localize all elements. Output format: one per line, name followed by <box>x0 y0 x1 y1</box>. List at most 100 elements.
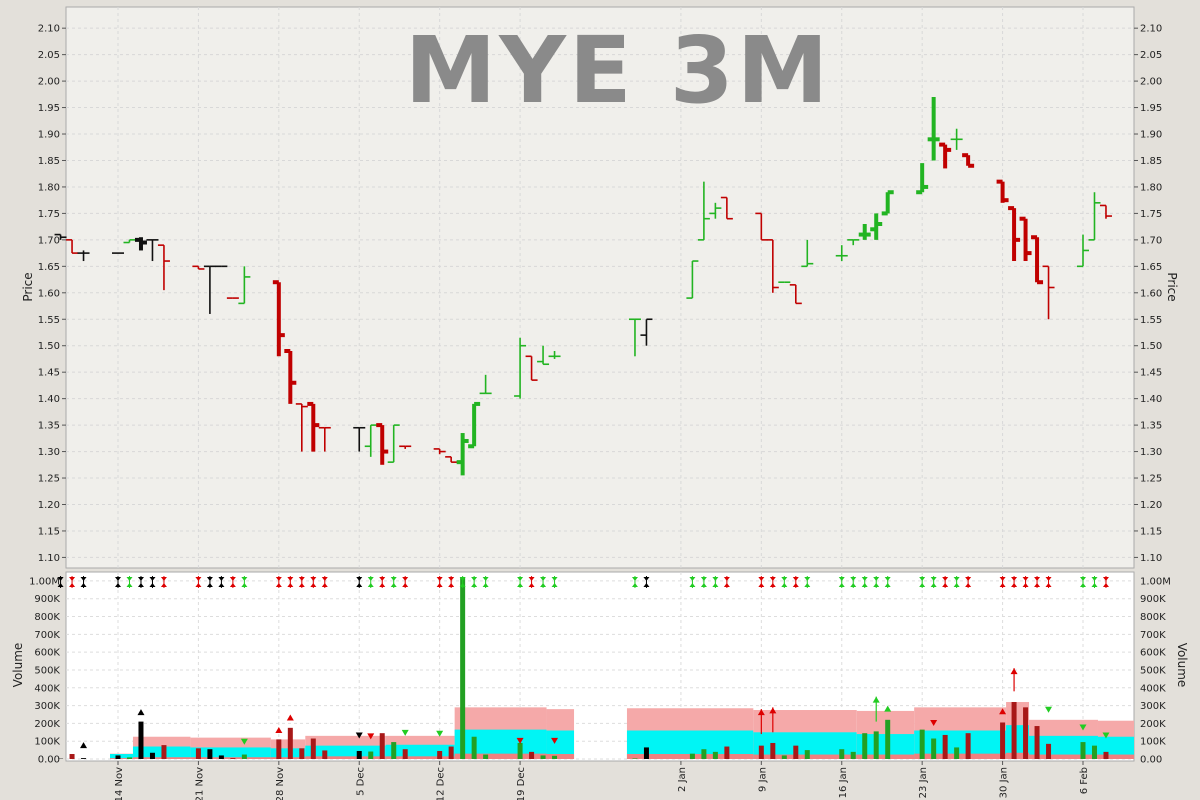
signal-up-marker <box>80 742 88 749</box>
price-tick-label-left: 2.10 <box>38 24 60 35</box>
direction-arrow-head <box>781 583 788 587</box>
volume-bar <box>1023 707 1029 759</box>
signal-down-marker <box>516 737 524 744</box>
direction-arrow-head <box>700 577 707 581</box>
date-tick-label: 14 Nov <box>114 767 125 800</box>
direction-arrow-head <box>723 583 730 587</box>
volume-bar <box>69 754 75 759</box>
direction-arrow-head <box>160 583 167 587</box>
direction-arrow-head <box>436 577 443 581</box>
direction-arrow-head <box>838 583 845 587</box>
direction-arrow-head <box>367 577 374 581</box>
price-tick-label-right: 1.80 <box>1140 182 1162 193</box>
volume-bar <box>770 742 776 759</box>
price-tick-label-right: 2.10 <box>1140 24 1162 35</box>
direction-arrow-head <box>792 583 799 587</box>
direction-arrow-head <box>471 577 478 581</box>
price-tick-label-left: 1.15 <box>38 526 60 537</box>
price-tick-label-left: 1.25 <box>38 474 60 485</box>
direction-arrow-head <box>551 583 558 587</box>
direction-arrow-head <box>1045 583 1052 587</box>
direction-arrow-head <box>712 583 719 587</box>
price-tick-label-right: 1.75 <box>1140 209 1162 220</box>
direction-arrow-head <box>137 583 144 587</box>
volume-bar <box>689 753 695 759</box>
direction-arrow-head <box>540 583 547 587</box>
direction-arrow-head <box>528 577 535 581</box>
direction-arrow-head <box>402 583 409 587</box>
volume-bar <box>195 748 201 759</box>
price-axis-ticks: 1.10 1.10 1.15 1.15 1.20 1.20 1.25 1.25 1.30 1.30… <box>38 24 1163 564</box>
direction-arrow-head <box>953 583 960 587</box>
direction-arrow-head <box>631 577 638 581</box>
price-tick-label-left: 1.85 <box>38 156 60 167</box>
date-tick-label: 2 Jan <box>677 767 688 792</box>
volume-bar <box>81 758 87 759</box>
direction-arrow-head <box>942 577 949 581</box>
price-tick-label-right: 1.50 <box>1140 341 1162 352</box>
volume-bar <box>1091 745 1097 759</box>
direction-arrow-head <box>80 583 87 587</box>
direction-arrow-head <box>390 583 397 587</box>
signal-down-marker <box>551 737 559 744</box>
signal-down-marker <box>367 733 375 740</box>
volume-bar <box>218 755 224 759</box>
volume-bar <box>356 750 362 759</box>
price-tick-label-left: 2.05 <box>38 50 60 61</box>
volume-bar <box>471 736 477 759</box>
direction-arrow-head <box>229 583 236 587</box>
volume-bar <box>862 733 868 759</box>
price-tick-label-right: 1.65 <box>1140 262 1162 273</box>
volume-bar <box>126 757 132 759</box>
direction-arrow-head <box>643 583 650 587</box>
price-tick-label-left: 1.10 <box>38 553 60 564</box>
volume-bar <box>1034 726 1040 759</box>
direction-arrow-head <box>482 577 489 581</box>
volume-tick-label-right: 500K <box>1140 665 1166 676</box>
volume-bar <box>391 742 397 759</box>
volume-band-lower <box>454 753 547 759</box>
volume-bar <box>942 734 948 759</box>
direction-arrow-head <box>689 577 696 581</box>
direction-arrow-head <box>321 583 328 587</box>
direction-arrow-head <box>1091 577 1098 581</box>
direction-arrow-head <box>643 577 650 581</box>
direction-arrow-head <box>1034 577 1041 581</box>
volume-bar <box>552 755 558 759</box>
direction-arrow-head <box>1102 583 1109 587</box>
direction-arrow-head <box>965 577 972 581</box>
direction-arrow-head <box>758 577 765 581</box>
price-tick-label-right: 1.70 <box>1140 235 1162 246</box>
direction-arrow-head <box>310 577 317 581</box>
volume-tick-label-left: 400K <box>34 683 60 694</box>
volume-bar <box>919 729 925 759</box>
direction-arrow-head <box>999 583 1006 587</box>
direction-arrow-head <box>804 577 811 581</box>
direction-arrow-head <box>379 583 386 587</box>
direction-arrow-head <box>57 577 64 581</box>
volume-tick-label-left: 1.00M <box>29 576 60 587</box>
date-tick-label: 6 Feb <box>1079 767 1090 794</box>
direction-arrow-head <box>1102 577 1109 581</box>
direction-arrow-head <box>689 583 696 587</box>
volume-bar <box>758 745 764 759</box>
price-tick-label-left: 1.75 <box>38 209 60 220</box>
signal-down-marker <box>1079 724 1087 731</box>
volume-bars <box>58 577 1109 759</box>
date-tick-label: 16 Jan <box>838 767 849 798</box>
price-tick-label-right: 1.25 <box>1140 474 1162 485</box>
direction-arrow-head <box>69 577 76 581</box>
direction-arrow-head <box>700 583 707 587</box>
direction-arrow-head <box>310 583 317 587</box>
volume-bar <box>207 749 213 759</box>
volume-bar <box>781 755 787 759</box>
direction-arrow-head <box>517 577 524 581</box>
volume-tick-label-right: 300K <box>1140 701 1166 712</box>
signal-up-marker <box>286 714 294 721</box>
volume-bar <box>839 749 845 759</box>
volume-tick-label-left: 200K <box>34 719 60 730</box>
direction-arrow-head <box>367 583 374 587</box>
direction-arrow-head <box>804 583 811 587</box>
direction-arrow-head <box>218 583 225 587</box>
